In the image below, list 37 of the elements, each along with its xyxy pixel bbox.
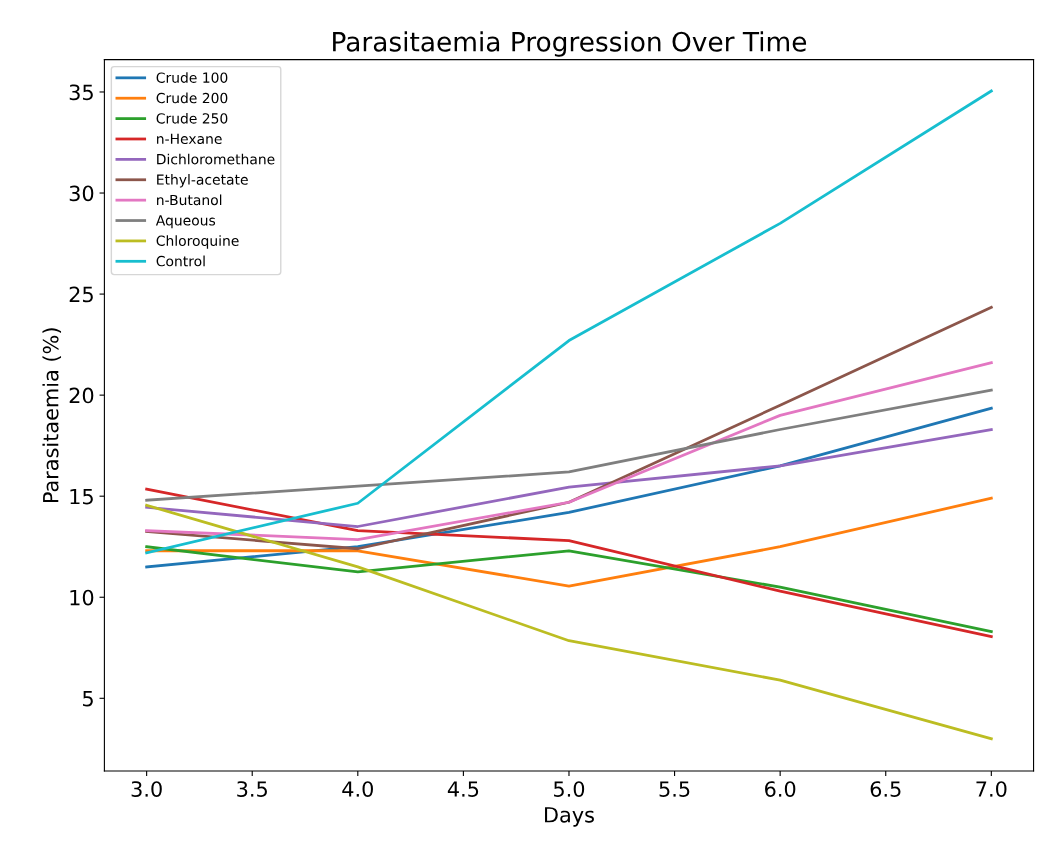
legend-label: Control <box>156 255 205 267</box>
x-tick-label: 6.0 <box>765 781 796 797</box>
x-tick-label: 5.5 <box>659 781 690 797</box>
chart-title: Parasitaemia Progression Over Time <box>333 31 807 57</box>
y-tick-label: 5 <box>83 691 93 707</box>
y-tick-label: 10 <box>70 589 94 606</box>
y-tick-label: 30 <box>69 185 94 202</box>
y-tick-label: 35 <box>69 84 93 101</box>
x-axis-title: Days <box>545 807 594 827</box>
legend-label: Dichloromethane <box>157 153 275 165</box>
line-series <box>145 496 993 588</box>
x-tick-label: 4.0 <box>342 781 373 797</box>
y-tick-label: 25 <box>69 286 93 303</box>
legend-label: Aqueous <box>155 215 216 229</box>
legend-label: n-Hexane <box>157 133 222 145</box>
line-series <box>145 545 993 633</box>
line-series <box>145 361 993 542</box>
x-tick-label: 6.5 <box>870 781 901 797</box>
legend-label: Crude 250 <box>156 112 228 124</box>
x-tick-label: 3.0 <box>131 781 162 797</box>
line-series <box>145 428 993 528</box>
line-series <box>145 388 993 502</box>
line-series <box>145 503 993 741</box>
legend-label: Ethyl-acetate <box>157 174 248 188</box>
x-tick-label: 3.5 <box>237 781 267 797</box>
y-axis-title: Parasitaemia (%) <box>42 328 62 503</box>
legend-label: Crude 100 <box>156 72 228 83</box>
x-tick-label: 5.0 <box>554 781 585 797</box>
x-tick-label: 4.5 <box>447 781 479 797</box>
line-series <box>145 487 993 639</box>
line-series <box>145 89 993 555</box>
x-tick-label: 7.0 <box>976 781 1007 797</box>
legend-label: Chloroquine <box>156 235 239 249</box>
y-tick-label: 15 <box>70 488 93 505</box>
legend-label: Crude 200 <box>156 92 228 104</box>
legend-label: n-Butanol <box>157 194 222 206</box>
y-tick-label: 20 <box>69 387 94 404</box>
